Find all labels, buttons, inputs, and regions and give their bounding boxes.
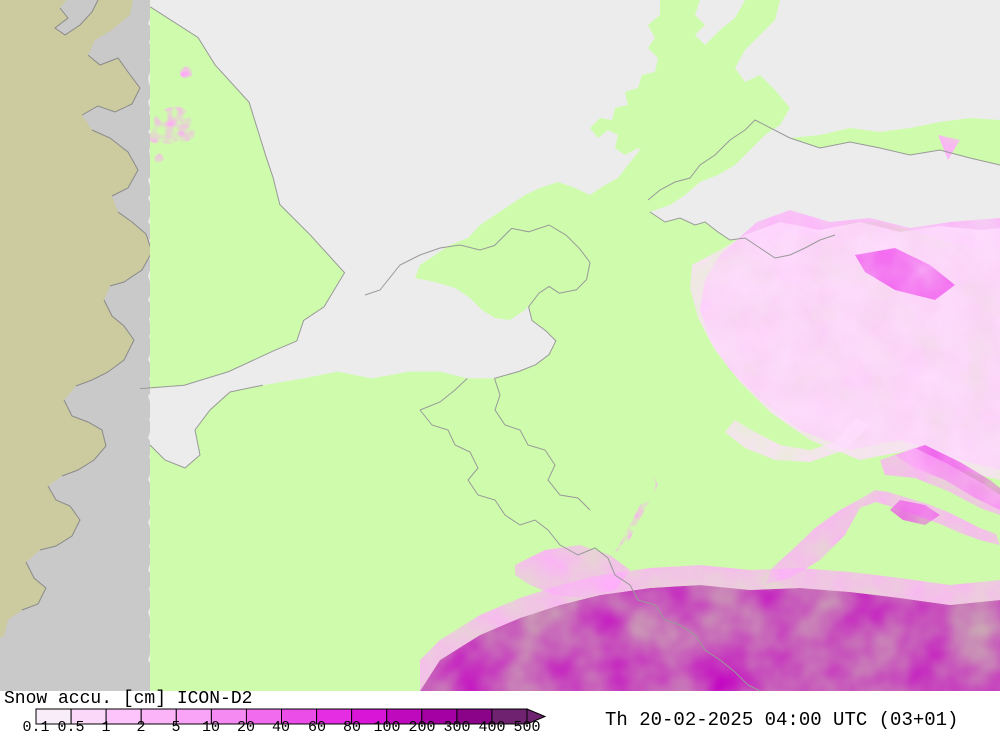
svg-text:2: 2 xyxy=(136,719,145,733)
svg-text:200: 200 xyxy=(408,719,435,733)
svg-text:0.5: 0.5 xyxy=(57,719,84,733)
svg-text:10: 10 xyxy=(202,719,220,733)
svg-text:100: 100 xyxy=(373,719,400,733)
svg-text:20: 20 xyxy=(237,719,255,733)
svg-text:5: 5 xyxy=(171,719,180,733)
svg-text:Snow accu. [cm] ICON-D2: Snow accu. [cm] ICON-D2 xyxy=(4,689,252,709)
svg-text:400: 400 xyxy=(478,719,505,733)
svg-text:Th 20-02-2025 04:00 UTC (03+01: Th 20-02-2025 04:00 UTC (03+01) xyxy=(605,709,958,731)
svg-text:500: 500 xyxy=(513,719,540,733)
svg-text:1: 1 xyxy=(101,719,110,733)
svg-text:60: 60 xyxy=(308,719,326,733)
svg-text:0.1: 0.1 xyxy=(22,719,49,733)
svg-text:300: 300 xyxy=(443,719,470,733)
svg-text:40: 40 xyxy=(272,719,290,733)
svg-text:80: 80 xyxy=(343,719,361,733)
